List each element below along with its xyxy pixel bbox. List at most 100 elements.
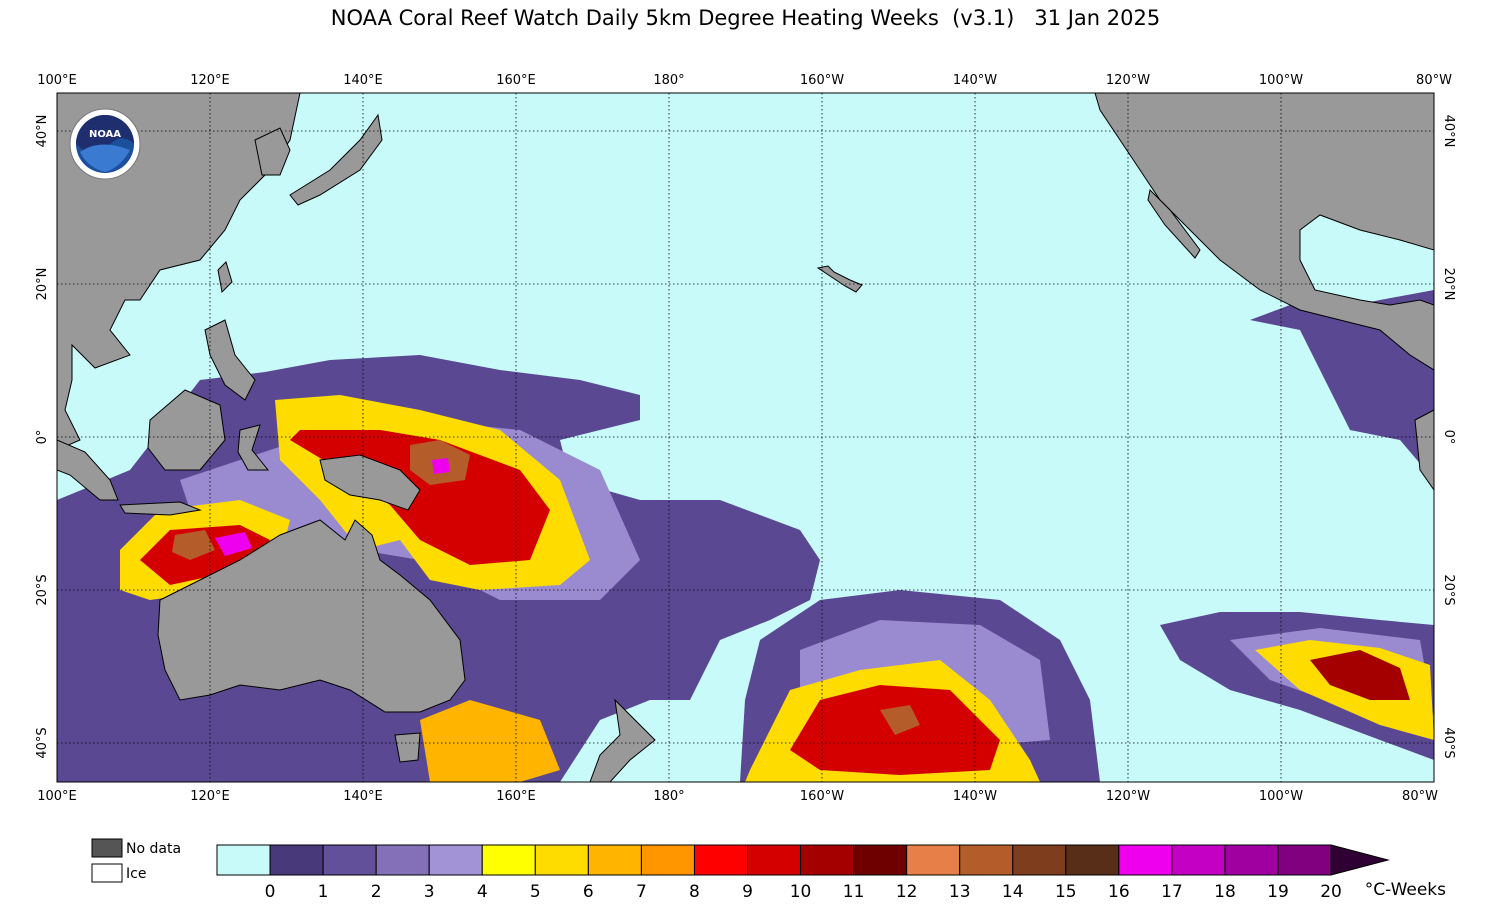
colorbar-tick-label: 9 (742, 882, 753, 902)
land-baja-california (1147, 188, 1201, 259)
colorbar-swatch (269, 844, 324, 876)
lon-label-top: 100°W (1259, 73, 1303, 88)
lat-label-right: 20°N (1441, 268, 1456, 301)
colorbar-swatch (1224, 844, 1279, 876)
colorbar-swatch (587, 844, 642, 876)
lat-label-right: 20°S (1441, 574, 1456, 605)
colorbar-tick-label: 15 (1055, 882, 1077, 902)
lon-label-top: 120°W (1106, 73, 1150, 88)
lat-label-left: 40°S (35, 727, 50, 758)
colorbar-tick-label: 0 (265, 882, 276, 902)
colorbar-tick-label: 6 (583, 882, 594, 902)
page-title: NOAA Coral Reef Watch Daily 5km Degree H… (330, 6, 1161, 30)
lon-label-top: 160°W (800, 73, 844, 88)
lat-label-left: 0° (35, 430, 50, 445)
land-japan (289, 113, 383, 206)
colorbar-tick-label: 4 (477, 882, 488, 902)
colorbar-tick-label: 17 (1161, 882, 1183, 902)
land-borneo (147, 389, 226, 471)
colorbar-swatch (1065, 844, 1120, 876)
lon-label-bottom: 140°W (953, 789, 997, 804)
lon-label-top: 80°W (1416, 73, 1452, 88)
lat-label-right: 0° (1441, 430, 1456, 445)
colorbar-overflow-arrow (1330, 844, 1391, 876)
no-data-label: No data (126, 841, 181, 857)
lon-label-top: 160°E (496, 73, 536, 88)
lat-labels-right: 40°N 20°N 0° 20°S 40°S (1441, 115, 1456, 759)
lon-label-bottom: 120°W (1106, 789, 1150, 804)
colorbar-tick-label: 19 (1267, 882, 1289, 902)
land-sulawesi (237, 424, 270, 471)
colorbar-tick-label: 14 (1002, 882, 1024, 902)
lon-label-bottom: 100°W (1259, 789, 1303, 804)
land-new-guinea (319, 454, 421, 511)
colorbar-unit-label: °C-Weeks (1365, 880, 1446, 900)
lon-label-bottom: 80°W (1402, 789, 1438, 804)
lon-label-top: 180° (653, 73, 684, 88)
colorbar-swatch (1118, 844, 1173, 876)
colorbar-swatch (747, 844, 802, 876)
stress-magenta-coral-sea (432, 458, 450, 474)
colorbar-swatch (481, 844, 536, 876)
land-java (119, 501, 202, 516)
colorbar-swatch (906, 844, 961, 876)
colorbar-tick-label: 16 (1108, 882, 1130, 902)
lon-label-bottom: 160°E (496, 789, 536, 804)
noaa-logo: NOAA (69, 108, 141, 180)
land-masses (57, 93, 1434, 782)
lon-label-top: 100°E (37, 73, 77, 88)
land-sumatra (57, 439, 119, 501)
colorbar-swatch (640, 844, 695, 876)
colorbar-tick-label: 2 (371, 882, 382, 902)
colorbar-tick-label: 12 (896, 882, 918, 902)
colorbar-swatch (959, 844, 1014, 876)
land-new-zealand (589, 698, 656, 782)
colorbar-swatch (1012, 844, 1067, 876)
colorbar-tick-label: 1 (318, 882, 329, 902)
stress-brown-south-central (880, 705, 920, 735)
colorbar-tick-label: 8 (689, 882, 700, 902)
colorbar-swatch (216, 844, 271, 876)
colorbar-swatch (800, 844, 855, 876)
lat-label-left: 20°N (35, 268, 50, 301)
lat-labels-left: 40°N 20°N 0° 20°S 40°S (35, 115, 50, 759)
land-australia (157, 519, 466, 713)
land-taiwan (217, 261, 233, 294)
colorbar-tick-label: 7 (636, 882, 647, 902)
colorbar-tick-label: 5 (530, 882, 541, 902)
colorbar-tick-label: 18 (1214, 882, 1236, 902)
missing-data-legend: No data Ice (91, 838, 181, 883)
map-frame (56, 92, 1435, 783)
colorbar-swatch (693, 844, 749, 876)
colorbar-swatch (1277, 844, 1332, 876)
lon-labels-top: 100°E 120°E 140°E 160°E 180° 160°W 140°W… (37, 73, 1452, 88)
colorbar-swatch (534, 844, 589, 876)
map-content (57, 93, 1434, 782)
colorbar-tick-label: 20 (1320, 882, 1342, 902)
stress-brown-nw-australia (172, 530, 215, 560)
no-data-swatch (91, 838, 123, 858)
stress-magenta-nw-australia (215, 532, 252, 556)
lon-label-bottom: 160°W (800, 789, 844, 804)
colorbar-swatch (1171, 844, 1226, 876)
land-south-america-tip (1414, 409, 1434, 491)
lon-label-top: 140°W (953, 73, 997, 88)
noaa-logo-text: NOAA (89, 129, 121, 140)
lat-label-right: 40°S (1441, 727, 1456, 758)
lon-labels-bottom: 100°E 120°E 140°E 160°E 180° 160°W 140°W… (37, 789, 1438, 804)
ice-label: Ice (126, 866, 146, 882)
land-hawaii (816, 265, 863, 293)
lon-label-bottom: 100°E (37, 789, 77, 804)
stress-red-southeast (1310, 650, 1410, 700)
lat-label-left: 40°N (35, 115, 50, 148)
land-korea (254, 127, 291, 176)
stress-region-central-america (1250, 290, 1434, 480)
colorbar-tick-label: 11 (843, 882, 865, 902)
lon-label-bottom: 180° (653, 789, 684, 804)
colorbar-tick-label: 3 (424, 882, 435, 902)
lat-label-right: 40°N (1441, 115, 1456, 148)
stress-yellow-tasman (420, 700, 560, 782)
colorbar-tick-label: 10 (790, 882, 812, 902)
land-tasmania (394, 732, 421, 763)
